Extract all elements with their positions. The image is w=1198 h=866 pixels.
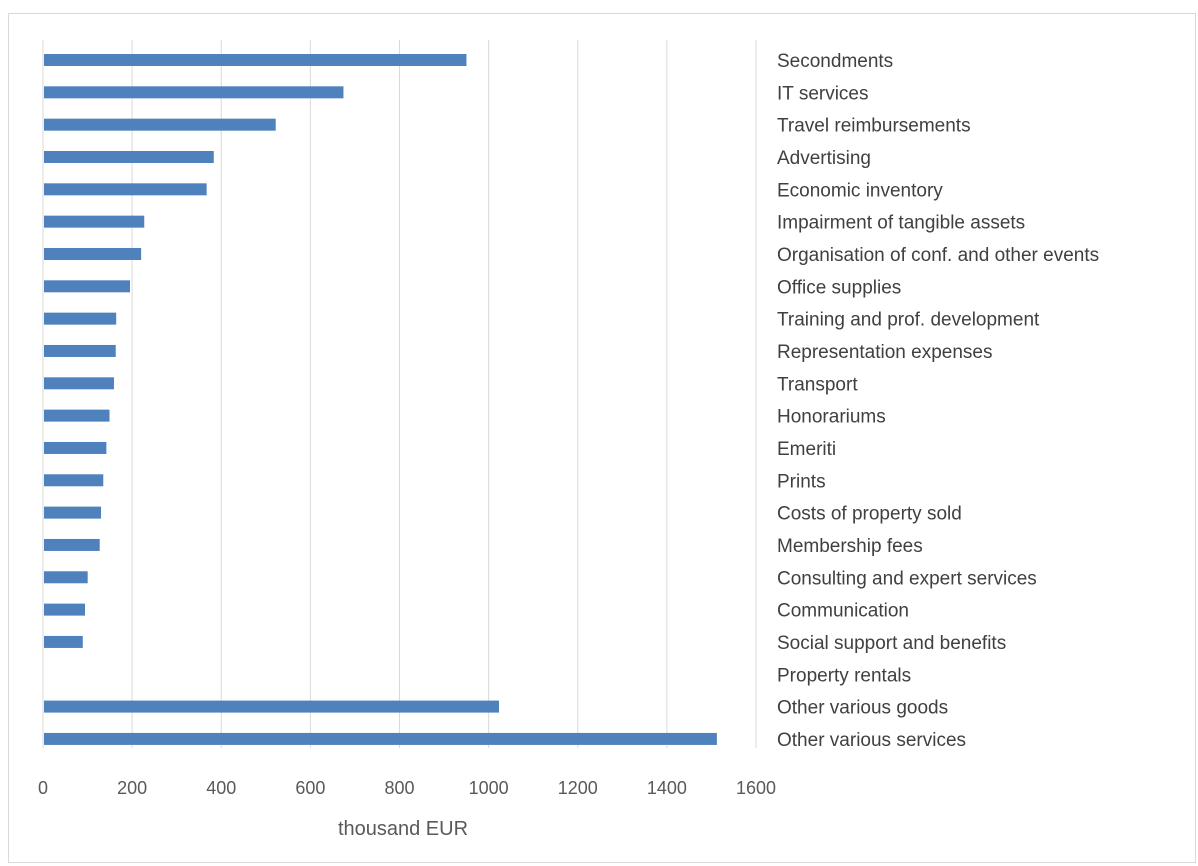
category-label: Emeriti <box>777 439 836 460</box>
category-label: Social support and benefits <box>777 633 1006 654</box>
bar <box>44 312 117 325</box>
x-tick-label: 1200 <box>558 778 598 798</box>
category-label: Costs of property sold <box>777 504 962 525</box>
category-label: Advertising <box>777 148 871 169</box>
bar <box>44 506 102 519</box>
bar <box>44 441 107 454</box>
bar <box>44 700 499 713</box>
x-tick-label: 1600 <box>736 778 776 798</box>
category-label: Transport <box>777 374 858 395</box>
category-label: Membership fees <box>777 536 923 557</box>
category-label: Honorariums <box>777 407 886 428</box>
category-label: Office supplies <box>777 277 901 298</box>
bar <box>44 118 276 131</box>
bar <box>44 409 110 422</box>
x-tick-label: 1400 <box>647 778 687 798</box>
category-label: IT services <box>777 83 869 104</box>
category-label: Other various goods <box>777 698 948 719</box>
bar <box>44 150 214 163</box>
bar <box>44 86 344 99</box>
category-labels: Secondments IT services Travel reimburseme… <box>777 51 1099 751</box>
category-label: Consulting and expert services <box>777 568 1037 589</box>
x-tick-labels: 0 200 400 600 800 1000 1200 1400 1600 <box>38 778 776 798</box>
x-tick-label: 800 <box>384 778 414 798</box>
bar <box>44 377 114 390</box>
x-tick-label: 1000 <box>469 778 509 798</box>
category-label: Property rentals <box>777 665 911 686</box>
bar <box>44 474 104 487</box>
bar <box>44 603 85 616</box>
category-label: Travel reimbursements <box>777 116 971 137</box>
bar <box>44 571 88 584</box>
bar <box>44 732 717 745</box>
bars <box>44 54 717 745</box>
category-label: Other various services <box>777 730 966 751</box>
bar <box>44 344 116 357</box>
category-label: Representation expenses <box>777 342 992 363</box>
bar <box>44 54 467 66</box>
category-label: Organisation of conf. and other events <box>777 245 1099 266</box>
bar <box>44 215 145 228</box>
bar <box>44 538 100 551</box>
category-label: Prints <box>777 471 826 492</box>
x-tick-label: 200 <box>117 778 147 798</box>
category-label: Impairment of tangible assets <box>777 213 1025 234</box>
x-tick-label: 600 <box>295 778 325 798</box>
gridlines <box>42 40 757 748</box>
bar <box>44 635 83 648</box>
x-tick-label: 0 <box>38 778 48 798</box>
category-label: Economic inventory <box>777 180 943 201</box>
bar <box>44 247 142 260</box>
x-axis-title: thousand EUR <box>338 818 468 840</box>
bar <box>44 183 207 196</box>
x-tick-label: 400 <box>206 778 236 798</box>
category-label: Training and prof. development <box>777 310 1040 331</box>
category-label: Communication <box>777 601 909 622</box>
category-label: Secondments <box>777 51 893 72</box>
bar <box>44 280 131 293</box>
